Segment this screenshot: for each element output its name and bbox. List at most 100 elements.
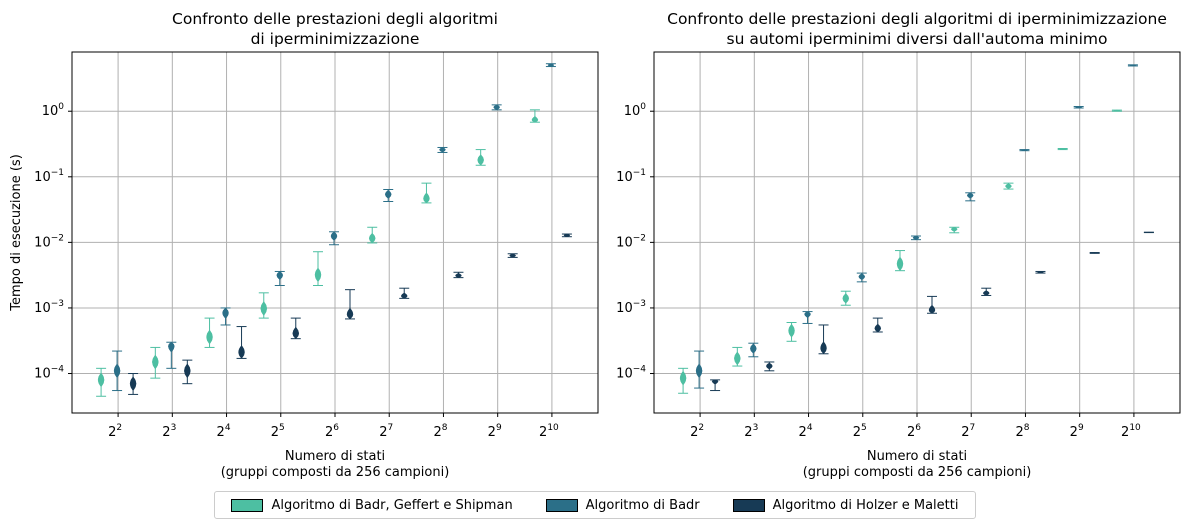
x-axis-label: Numero di stati bbox=[867, 449, 967, 464]
x-tick-label-exp: 6 bbox=[333, 423, 339, 433]
violin bbox=[150, 346, 161, 379]
violin bbox=[112, 350, 123, 392]
violin bbox=[204, 317, 215, 348]
violin-body bbox=[477, 154, 484, 166]
violin bbox=[710, 379, 721, 392]
y-tick-label: 10−2 bbox=[616, 233, 646, 250]
violin-body bbox=[509, 253, 516, 258]
violin-body bbox=[1129, 64, 1137, 67]
violin-body bbox=[455, 272, 462, 278]
y-tick-label: 100 bbox=[624, 102, 647, 119]
violin bbox=[128, 373, 139, 395]
violin-body bbox=[1037, 271, 1044, 274]
chart-title: Confronto delle prestazioni degli algori… bbox=[667, 10, 1167, 28]
violin bbox=[911, 235, 921, 241]
y-tick-label-exp: −4 bbox=[633, 365, 647, 375]
y-tick-label-exp: −2 bbox=[51, 233, 64, 243]
y-tick-label-exp: −4 bbox=[51, 365, 65, 375]
violin-body bbox=[842, 293, 850, 304]
x-tick-label: 29 bbox=[1070, 423, 1084, 440]
x-tick-label: 26 bbox=[325, 423, 339, 440]
violin bbox=[529, 109, 540, 123]
y-tick-label: 10−1 bbox=[616, 168, 646, 185]
y-tick-label-exp: 0 bbox=[640, 102, 646, 112]
y-tick-label-exp: −2 bbox=[633, 233, 646, 243]
violin-body bbox=[292, 326, 300, 339]
violin bbox=[1111, 109, 1122, 112]
x-tick-label: 24 bbox=[799, 423, 813, 440]
violin bbox=[561, 233, 572, 238]
violin bbox=[290, 317, 301, 340]
violin bbox=[840, 290, 851, 306]
y-tick-label: 100 bbox=[42, 102, 65, 119]
violin bbox=[166, 341, 177, 369]
y-tick-label-exp: −1 bbox=[51, 168, 64, 178]
y-tick-label: 10−3 bbox=[34, 299, 64, 316]
violin-body bbox=[1059, 148, 1066, 150]
legend-swatch-badr bbox=[545, 498, 578, 512]
violin bbox=[96, 367, 107, 397]
violin bbox=[258, 292, 269, 319]
violin-body bbox=[750, 343, 757, 354]
violin bbox=[786, 321, 797, 342]
x-axis-label: (gruppi composti da 256 campioni) bbox=[803, 465, 1032, 480]
x-tick-label: 24 bbox=[217, 423, 231, 440]
violin-body bbox=[820, 341, 827, 355]
x-tick-label-exp: 10 bbox=[547, 423, 559, 433]
legend: Algoritmo di Badr, Geffert e Shipman Alg… bbox=[214, 491, 976, 519]
x-tick-label: 22 bbox=[690, 423, 704, 440]
violin bbox=[313, 251, 323, 286]
violin bbox=[1089, 252, 1100, 254]
violin bbox=[345, 289, 355, 320]
violin bbox=[399, 287, 410, 299]
violin bbox=[802, 311, 813, 324]
violin bbox=[818, 324, 829, 355]
violin-body bbox=[1113, 109, 1121, 112]
violin bbox=[437, 146, 448, 153]
legend-label-badr: Algoritmo di Badr bbox=[585, 497, 700, 513]
y-tick-label: 10−3 bbox=[616, 299, 646, 316]
x-axis-label: Numero di stati bbox=[285, 449, 385, 464]
x-tick-label-exp: 5 bbox=[279, 423, 285, 433]
violin bbox=[1003, 182, 1014, 190]
x-tick-label: 28 bbox=[433, 423, 447, 440]
y-tick-label: 10−1 bbox=[34, 168, 64, 185]
violin bbox=[1019, 149, 1030, 152]
x-tick-label: 28 bbox=[1015, 423, 1029, 440]
violin bbox=[491, 104, 502, 111]
y-tick-label: 10−2 bbox=[34, 233, 64, 250]
legend-label-holzer: Algoritmo di Holzer e Maletti bbox=[772, 497, 959, 513]
violin-body bbox=[384, 189, 392, 199]
violin-body bbox=[547, 63, 555, 67]
x-tick-label-exp: 5 bbox=[861, 423, 867, 433]
y-tick-label-exp: −3 bbox=[633, 299, 646, 309]
x-tick-label-exp: 7 bbox=[388, 423, 394, 433]
violin-body bbox=[330, 231, 338, 241]
violin-body bbox=[368, 232, 376, 244]
violin bbox=[453, 271, 464, 279]
violin-body bbox=[1075, 106, 1082, 109]
violin bbox=[1035, 270, 1046, 274]
x-tick-label-exp: 7 bbox=[970, 423, 976, 433]
violin-body bbox=[982, 290, 990, 296]
violin-body bbox=[858, 273, 866, 281]
y-tick-label-exp: 0 bbox=[58, 102, 64, 112]
x-tick-label: 23 bbox=[162, 423, 176, 440]
violin bbox=[1057, 148, 1068, 151]
violin bbox=[475, 149, 486, 166]
x-tick-label-exp: 2 bbox=[116, 423, 122, 433]
violin-body bbox=[874, 323, 882, 333]
x-tick-label-exp: 8 bbox=[1024, 423, 1030, 433]
violin-body bbox=[314, 267, 322, 283]
violin bbox=[764, 361, 775, 372]
violin bbox=[872, 317, 883, 333]
x-tick-label-exp: 10 bbox=[1129, 423, 1141, 433]
x-tick-label: 23 bbox=[744, 423, 758, 440]
violin-body bbox=[97, 372, 105, 388]
violin-body bbox=[346, 307, 354, 320]
violin-body bbox=[260, 301, 268, 316]
violin-body bbox=[711, 379, 719, 385]
violin-body bbox=[912, 235, 920, 240]
